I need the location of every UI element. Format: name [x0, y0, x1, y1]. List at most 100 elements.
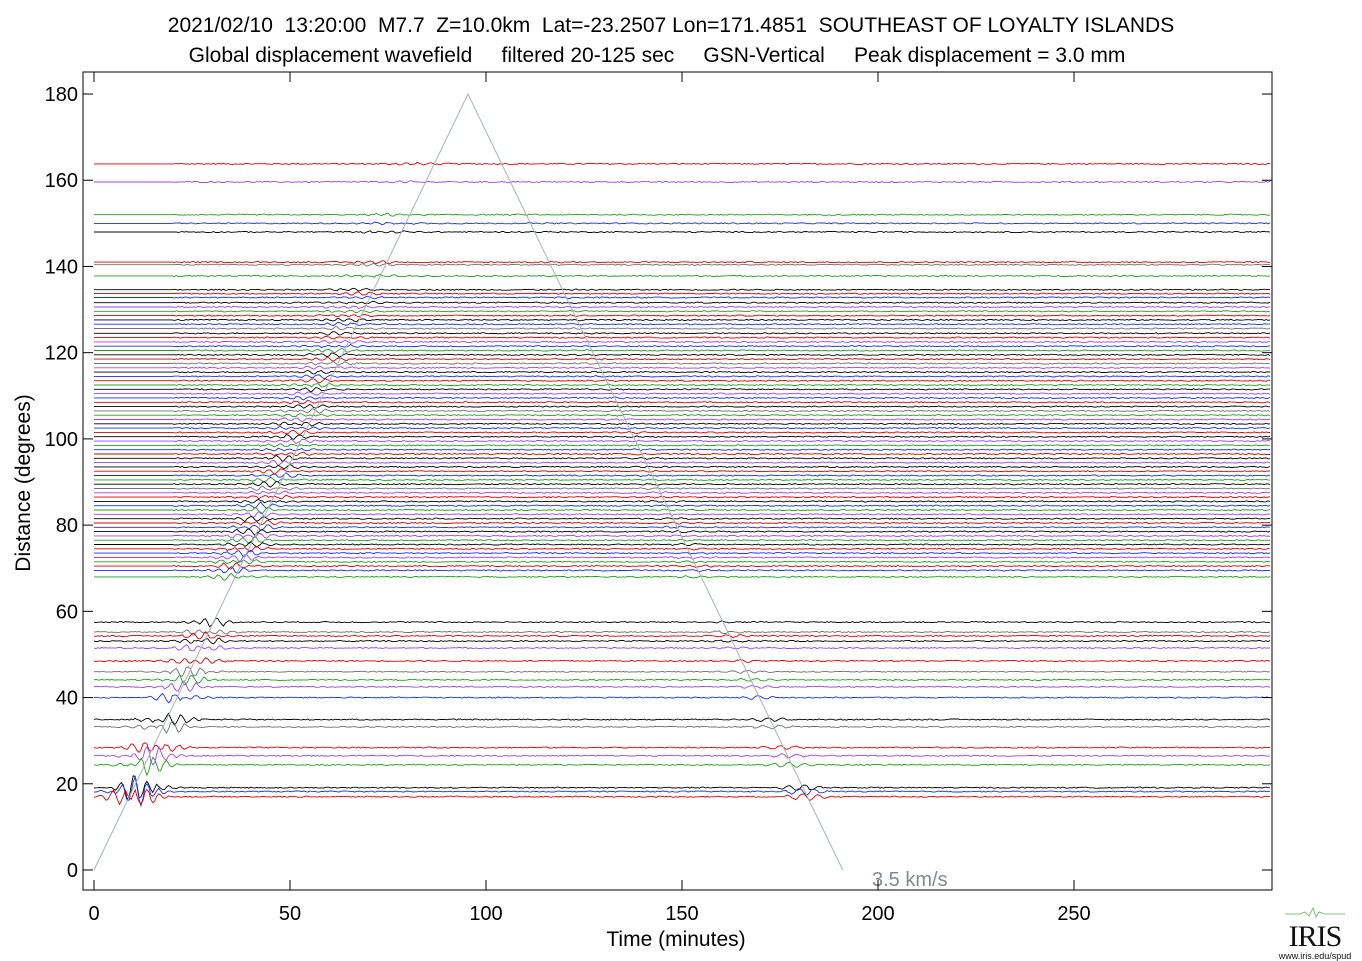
trace-line: [94, 300, 1271, 305]
trace-line: [93, 775, 1271, 801]
x-tick-label: 50: [279, 903, 301, 925]
trace-line: [94, 305, 1270, 310]
plot-frame: [82, 71, 1273, 891]
y-tick-label: 100: [45, 429, 78, 451]
trace-line: [94, 464, 1271, 470]
trace-line: [94, 403, 1271, 409]
trace-line: [93, 637, 1271, 645]
trace-line: [94, 460, 1271, 467]
trace-line: [94, 396, 1271, 401]
x-tick-label: 250: [1057, 903, 1090, 925]
trace-line: [94, 369, 1271, 375]
trace-line: [94, 413, 1271, 418]
trace-line: [94, 546, 1271, 553]
trace-line: [94, 348, 1271, 354]
trace-line: [94, 572, 1271, 581]
trace-line: [94, 562, 1270, 570]
trace-line: [93, 644, 1271, 652]
y-tick-label: 60: [56, 601, 78, 623]
trace-line: [94, 291, 1271, 296]
trace-line: [94, 490, 1271, 495]
trace-line: [93, 674, 1271, 686]
x-axis-label: Time (minutes): [606, 928, 745, 951]
trace-line: [94, 494, 1271, 500]
x-tick-label: 150: [665, 903, 698, 925]
trace-line: [94, 318, 1271, 323]
trace-line: [94, 335, 1271, 340]
trace-line: [94, 352, 1271, 358]
trace-line: [94, 443, 1271, 448]
logo-url: www.iris.edu/spud: [1278, 951, 1352, 961]
trace-line: [94, 535, 1270, 545]
trace-line: [94, 313, 1271, 318]
trace-line: [94, 387, 1270, 393]
y-tick-label: 180: [45, 84, 78, 106]
trace-line: [94, 262, 1271, 267]
trace-line: [94, 775, 1271, 808]
trace-line: [94, 399, 1271, 405]
trace-line: [94, 666, 1271, 677]
y-axis-label: Distance (degrees): [12, 394, 35, 571]
y-tick-label: 0: [67, 860, 78, 882]
trace-line: [93, 680, 1271, 693]
trace-line: [94, 221, 1271, 226]
trace-line: [94, 501, 1271, 510]
trace-line: [94, 476, 1271, 483]
trace-line: [93, 629, 1271, 636]
trace-line: [94, 451, 1271, 457]
y-tick-label: 80: [56, 515, 78, 537]
trace-line: [93, 756, 1271, 777]
trace-line: [94, 179, 1271, 184]
trace-line: [94, 322, 1271, 327]
trace-line: [94, 417, 1271, 423]
trace-line: [93, 631, 1271, 640]
trace-line: [94, 541, 1271, 548]
trace-line: [94, 434, 1271, 440]
trace-line: [94, 365, 1271, 370]
trace-line: [94, 378, 1270, 384]
trace-line: [93, 742, 1271, 753]
trace-line: [94, 356, 1271, 362]
trace-line: [94, 498, 1271, 504]
trace-line: [94, 339, 1271, 344]
trace-line: [94, 554, 1271, 563]
trace-line: [93, 788, 1271, 806]
y-tick-label: 120: [45, 343, 78, 365]
trace-line: [94, 421, 1271, 427]
trace-line: [94, 309, 1271, 314]
logo-text: IRIS: [1288, 920, 1343, 953]
chart-subtitle: Global displacement wavefield filtered 2…: [188, 44, 1126, 67]
trace-line: [94, 212, 1271, 217]
trace-line: [94, 506, 1271, 515]
trace-line: [94, 565, 1271, 574]
y-tick-label: 140: [45, 256, 78, 278]
chart-title: 2021/02/10 13:20:00 M7.7 Z=10.0km Lat=-2…: [167, 14, 1175, 37]
x-tick-label: 100: [469, 903, 502, 925]
trace-line: [93, 692, 1271, 704]
trace-line: [94, 447, 1271, 452]
trace-line: [94, 382, 1271, 388]
trace-line: [94, 468, 1271, 475]
x-tick-label: 0: [88, 903, 99, 925]
trace-line: [93, 617, 1271, 628]
y-tick-label: 160: [45, 170, 78, 192]
trace-line: [94, 295, 1271, 300]
trace-line: [94, 549, 1271, 558]
trace-line: [94, 230, 1271, 234]
trace-line: [94, 516, 1270, 523]
trace-line: [93, 745, 1271, 766]
velocity-label: 3.5 km/s: [872, 869, 948, 891]
trace-line: [94, 438, 1271, 445]
trace-line: [94, 326, 1270, 331]
trace-line: [94, 331, 1271, 336]
trace-line: [93, 712, 1271, 726]
trace-line: [94, 374, 1271, 379]
trace-line: [93, 720, 1271, 735]
seismogram-logo-icon: [1285, 906, 1345, 918]
axes-group: 0 50 100 150 200 250 0 20 40 60 80 100 120 140 160 180: [45, 72, 1272, 925]
trace-line: [94, 485, 1271, 491]
trace-line: [94, 260, 1271, 265]
y-tick-label: 20: [56, 774, 78, 796]
trace-line: [94, 391, 1271, 396]
